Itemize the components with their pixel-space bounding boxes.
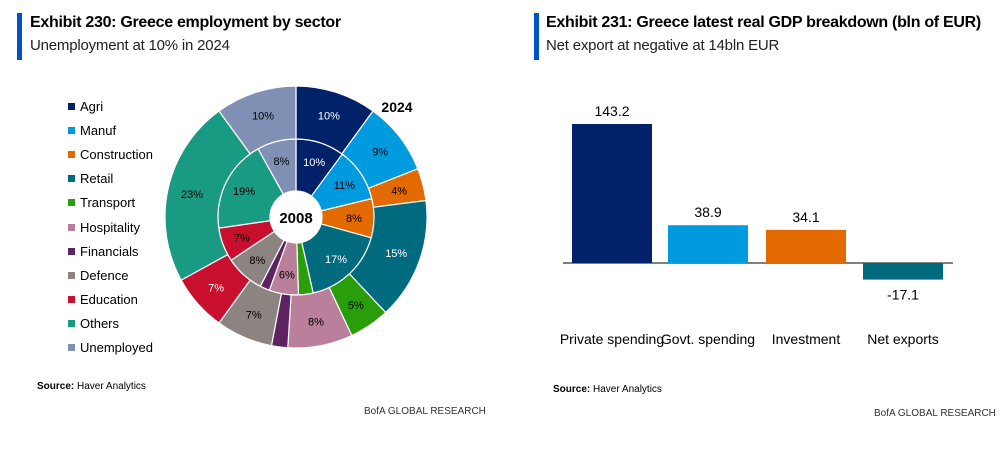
- legend-label: Transport: [80, 195, 136, 211]
- legend-swatch: [68, 126, 75, 134]
- legend-item: Hospitality: [68, 215, 153, 239]
- source-text: Haver Analytics: [77, 381, 146, 392]
- slice-label: 8%: [346, 213, 362, 225]
- legend-item: Construction: [68, 142, 153, 166]
- legend: Agri Manuf Construction Retail Transport Hosp…: [68, 94, 153, 360]
- slice-label: 7%: [246, 310, 262, 322]
- slice-label: 19%: [233, 186, 255, 198]
- bar-1: [668, 225, 748, 263]
- source-label: Source:: [553, 384, 591, 395]
- slice-label: 10%: [303, 157, 325, 169]
- slice-label: 8%: [249, 255, 265, 267]
- bar-value-label: 143.2: [594, 103, 629, 119]
- legend-label: Construction: [80, 146, 153, 162]
- legend-item: Defence: [68, 263, 153, 287]
- legend-swatch: [68, 223, 75, 231]
- legend-label: Others: [80, 316, 120, 332]
- slice-label: 7%: [234, 233, 250, 245]
- slice-label: 5%: [348, 300, 364, 312]
- slice-label: 8%: [308, 317, 324, 329]
- legend-label: Unemployed: [80, 340, 153, 356]
- donut-slice-2024-unemployed: [218, 85, 297, 155]
- legend-swatch: [68, 296, 75, 304]
- legend-label: Education: [80, 292, 138, 308]
- category-label: Private spending: [559, 331, 665, 347]
- left-brand: BofA GLOBAL RESEARCH: [364, 406, 486, 417]
- outer-ring-label: 2024: [381, 99, 412, 115]
- legend-item: Manuf: [68, 118, 153, 142]
- legend-label: Agri: [80, 98, 104, 114]
- slice-label: 17%: [325, 254, 347, 266]
- right-chart-subtitle: Net export at negative at 14bln EUR: [546, 37, 780, 54]
- legend-swatch: [68, 344, 75, 352]
- legend-item: Unemployed: [68, 336, 153, 360]
- legend-label: Manuf: [80, 122, 117, 138]
- legend-swatch: [68, 150, 75, 158]
- title-accent-right: [534, 13, 539, 60]
- right-source: Source: Haver Analytics: [553, 384, 662, 395]
- legend-item: Agri: [68, 94, 153, 118]
- legend-swatch: [68, 247, 75, 255]
- bar-2: [766, 229, 846, 263]
- legend-swatch: [68, 175, 75, 183]
- legend-swatch: [68, 199, 75, 207]
- inner-ring-label: 2008: [279, 210, 312, 227]
- legend-swatch: [68, 102, 75, 110]
- legend-label: Financials: [80, 243, 139, 259]
- legend-swatch: [68, 320, 75, 328]
- slice-label: 10%: [318, 111, 340, 123]
- slice-label: 7%: [208, 282, 224, 294]
- slice-label: 11%: [334, 180, 355, 192]
- legend-item: Transport: [68, 191, 153, 215]
- slice-label: 9%: [372, 147, 388, 159]
- bar-value-label: 34.1: [792, 209, 819, 225]
- legend-item: Financials: [68, 239, 153, 263]
- right-chart-title: Exhibit 231: Greece latest real GDP brea…: [546, 14, 981, 31]
- category-label: Net exports: [867, 331, 939, 347]
- left-source: Source: Haver Analytics: [37, 381, 146, 392]
- right-brand: BofA GLOBAL RESEARCH: [874, 408, 996, 419]
- legend-item: Retail: [68, 167, 153, 191]
- bar-0: [572, 124, 652, 263]
- category-label: Investment: [771, 331, 841, 347]
- slice-label: 8%: [273, 156, 289, 168]
- bar-value-label: -17.1: [887, 287, 919, 303]
- slice-label: 23%: [181, 189, 203, 201]
- legend-label: Defence: [80, 267, 129, 283]
- category-label: Govt. spending: [660, 331, 756, 347]
- slice-label: 6%: [279, 269, 295, 281]
- slice-label: 10%: [252, 111, 274, 123]
- source-text: Haver Analytics: [593, 384, 662, 395]
- legend-label: Retail: [80, 171, 114, 187]
- legend-item: Others: [68, 312, 153, 336]
- source-label: Source:: [37, 381, 75, 392]
- legend-item: Education: [68, 288, 153, 312]
- slice-label: 4%: [391, 186, 407, 198]
- bar-value-label: 38.9: [694, 204, 721, 220]
- donut-chart: 10% 11% 8% 17% 6% 8% 7% 19% 8% 10% 9% 4% 15% 5% 8% 7% 7%…: [164, 85, 428, 349]
- left-chart-title: Exhibit 230: Greece employment by sector: [30, 14, 341, 31]
- slice-label: 15%: [385, 248, 407, 260]
- title-accent-left: [17, 13, 22, 60]
- bar-3: [863, 263, 943, 280]
- legend-swatch: [68, 271, 75, 279]
- legend-label: Hospitality: [80, 219, 140, 235]
- left-chart-subtitle: Unemployment at 10% in 2024: [30, 37, 230, 54]
